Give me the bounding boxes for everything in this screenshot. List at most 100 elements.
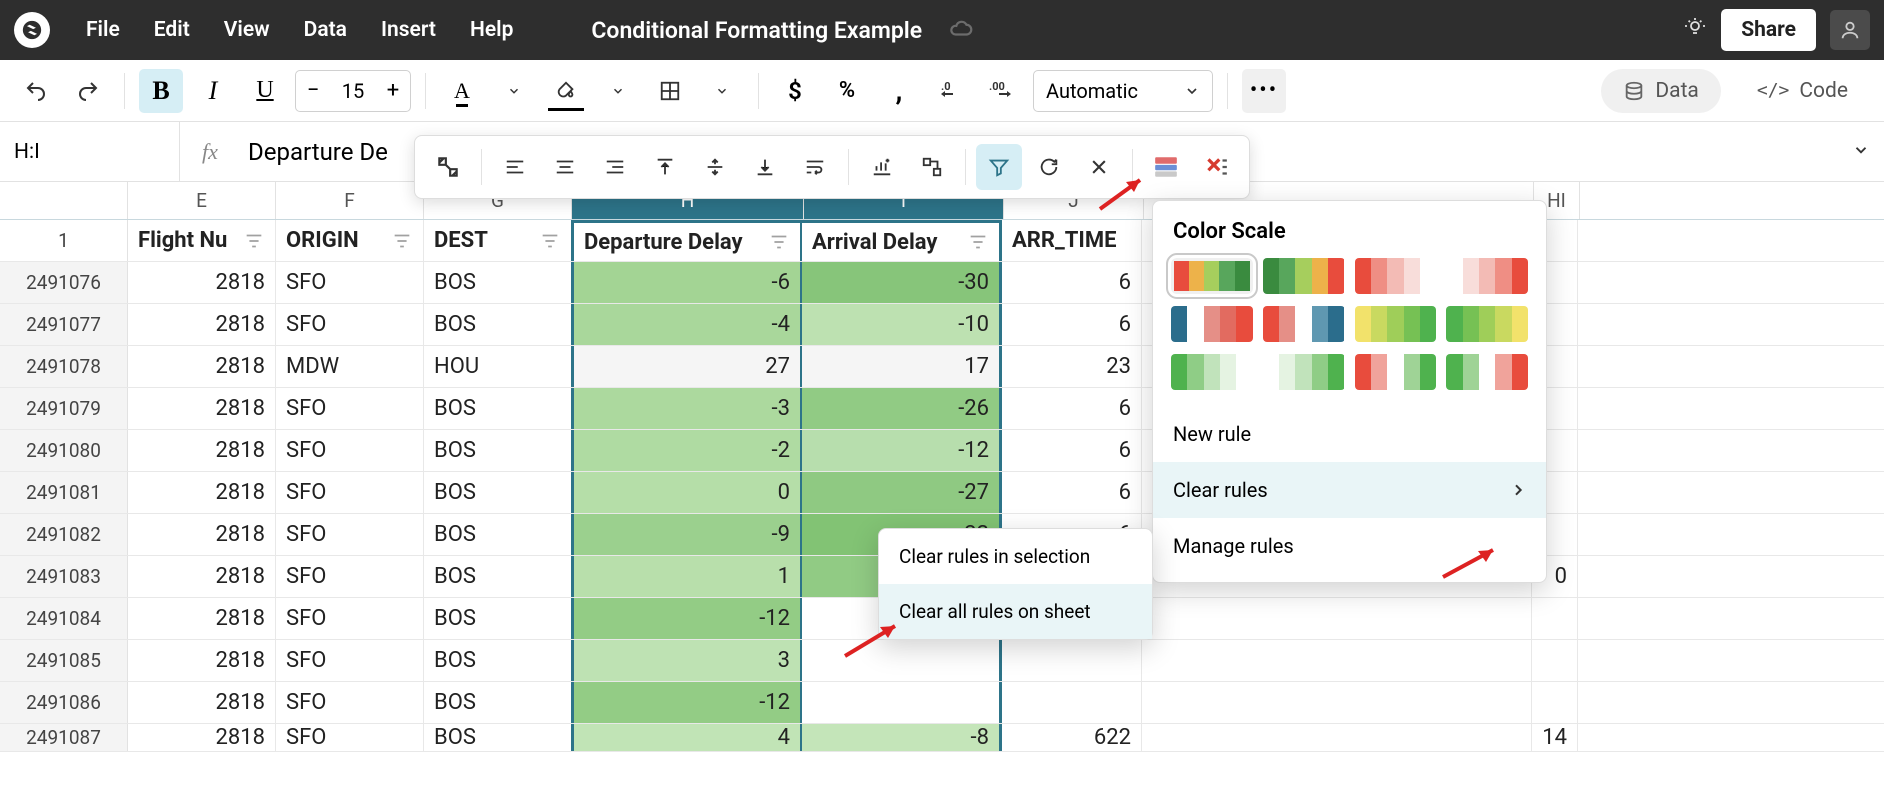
comma-button[interactable]: , xyxy=(877,69,921,113)
clear-format-button[interactable] xyxy=(1193,144,1239,190)
cell[interactable]: -8 xyxy=(802,724,1002,751)
cell[interactable]: SFO xyxy=(276,430,424,471)
cell[interactable]: BOS xyxy=(424,514,572,555)
manage-rules-item[interactable]: Manage rules xyxy=(1153,518,1546,574)
cell[interactable]: SFO xyxy=(276,724,424,751)
share-button[interactable]: Share xyxy=(1721,9,1816,51)
cell[interactable]: 2818 xyxy=(128,472,276,513)
cell[interactable]: -12 xyxy=(802,430,1002,471)
color-scale-swatch[interactable] xyxy=(1355,258,1437,294)
clear-rules-item[interactable]: Clear rules xyxy=(1153,462,1546,518)
cell[interactable]: 2818 xyxy=(128,556,276,597)
menu-insert[interactable]: Insert xyxy=(381,18,436,42)
formula-expand-icon[interactable] xyxy=(1852,141,1870,163)
color-scale-swatch[interactable] xyxy=(1263,306,1345,342)
header-dest[interactable]: DEST xyxy=(424,220,572,261)
row-header[interactable]: 2491081 xyxy=(0,472,128,513)
filter-button[interactable] xyxy=(976,144,1022,190)
cell[interactable]: BOS xyxy=(424,262,572,303)
cell[interactable] xyxy=(1532,598,1578,639)
header-origin[interactable]: ORIGIN xyxy=(276,220,424,261)
cell-reference-box[interactable]: H:I xyxy=(0,122,180,181)
decrease-decimal-button[interactable]: .0 xyxy=(929,69,973,113)
menu-edit[interactable]: Edit xyxy=(154,18,190,42)
cell[interactable]: 2818 xyxy=(128,514,276,555)
cell[interactable]: -12 xyxy=(571,598,803,639)
cell[interactable]: SFO xyxy=(276,304,424,345)
cell[interactable]: -3 xyxy=(571,388,803,429)
cell[interactable]: -4 xyxy=(571,304,803,345)
color-scale-swatch[interactable] xyxy=(1171,258,1253,294)
menu-file[interactable]: File xyxy=(86,18,120,42)
cell[interactable]: SFO xyxy=(276,388,424,429)
cell[interactable]: -6 xyxy=(571,262,803,303)
cell[interactable]: 2818 xyxy=(128,430,276,471)
valign-middle-button[interactable] xyxy=(692,144,738,190)
code-sidebar-button[interactable]: </> Code xyxy=(1735,69,1870,113)
row-header[interactable]: 2491079 xyxy=(0,388,128,429)
cell[interactable]: SFO xyxy=(276,640,424,681)
row-header[interactable]: 2491083 xyxy=(0,556,128,597)
cell[interactable]: 2818 xyxy=(128,682,276,723)
more-options-button[interactable]: ••• xyxy=(1242,69,1286,113)
cell[interactable]: 3 xyxy=(571,640,803,681)
cell[interactable]: BOS xyxy=(424,472,572,513)
cell[interactable]: 2818 xyxy=(128,640,276,681)
color-scale-swatch[interactable] xyxy=(1446,306,1528,342)
borders-chevron[interactable] xyxy=(700,69,744,113)
cell[interactable]: 622 xyxy=(1002,724,1142,751)
cell[interactable]: SFO xyxy=(276,682,424,723)
cell[interactable]: 27 xyxy=(571,346,803,387)
valign-top-button[interactable] xyxy=(642,144,688,190)
cell[interactable]: BOS xyxy=(424,724,572,751)
cell[interactable]: -27 xyxy=(802,472,1002,513)
percent-button[interactable]: % xyxy=(825,69,869,113)
col-header-f[interactable]: F xyxy=(276,182,424,219)
cell[interactable]: 2818 xyxy=(128,724,276,751)
row-header[interactable]: 2491080 xyxy=(0,430,128,471)
undo-button[interactable] xyxy=(14,69,58,113)
cell[interactable] xyxy=(1002,640,1142,681)
fill-color-chevron[interactable] xyxy=(596,69,640,113)
color-scale-swatch[interactable] xyxy=(1446,258,1528,294)
user-menu-button[interactable] xyxy=(1830,10,1870,50)
cell[interactable]: BOS xyxy=(424,556,572,597)
align-right-button[interactable] xyxy=(592,144,638,190)
cell[interactable]: BOS xyxy=(424,304,572,345)
app-logo[interactable] xyxy=(14,12,50,48)
cell[interactable]: 6 xyxy=(1002,430,1142,471)
color-scale-swatch[interactable] xyxy=(1171,306,1253,342)
cell[interactable]: BOS xyxy=(424,640,572,681)
cell[interactable]: 2818 xyxy=(128,346,276,387)
refresh-button[interactable] xyxy=(1026,144,1072,190)
autofit-button[interactable] xyxy=(425,144,471,190)
cell[interactable]: -12 xyxy=(571,682,803,723)
pivot-button[interactable] xyxy=(909,144,955,190)
italic-button[interactable]: I xyxy=(191,69,235,113)
row-header[interactable]: 2491085 xyxy=(0,640,128,681)
bold-button[interactable]: B xyxy=(139,69,183,113)
cell[interactable]: 6 xyxy=(1002,472,1142,513)
cell[interactable]: 2818 xyxy=(128,598,276,639)
cell[interactable]: SFO xyxy=(276,598,424,639)
cell[interactable]: 0 xyxy=(571,472,803,513)
cell[interactable]: 23 xyxy=(1002,346,1142,387)
color-scale-swatch[interactable] xyxy=(1263,258,1345,294)
color-scale-swatch[interactable] xyxy=(1446,354,1528,390)
row-header[interactable]: 2491082 xyxy=(0,514,128,555)
cell[interactable]: BOS xyxy=(424,598,572,639)
increase-decimal-button[interactable]: .00 xyxy=(981,69,1025,113)
cell[interactable]: SFO xyxy=(276,556,424,597)
cell[interactable] xyxy=(1142,598,1532,639)
color-scale-swatch[interactable] xyxy=(1355,354,1437,390)
row-header[interactable]: 2491077 xyxy=(0,304,128,345)
cell[interactable] xyxy=(1532,640,1578,681)
color-scale-swatch[interactable] xyxy=(1171,354,1253,390)
row-header[interactable]: 2491086 xyxy=(0,682,128,723)
clear-rules-selection-item[interactable]: Clear rules in selection xyxy=(879,529,1152,584)
cell[interactable]: -2 xyxy=(571,430,803,471)
font-size-decrease[interactable]: − xyxy=(296,78,330,103)
text-wrap-button[interactable] xyxy=(792,144,838,190)
cell[interactable]: BOS xyxy=(424,388,572,429)
cell[interactable]: 14 xyxy=(1532,724,1578,751)
